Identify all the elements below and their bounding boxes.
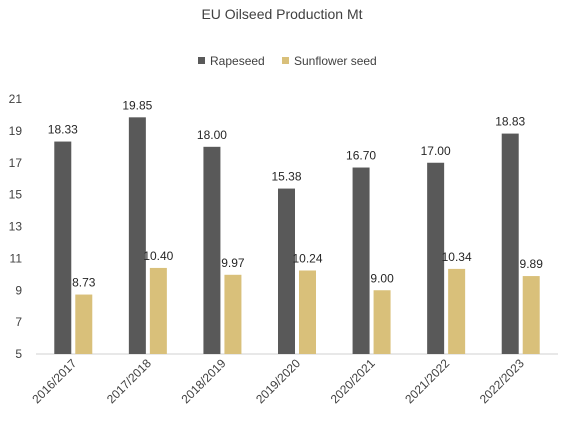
x-tick-label: 2019/2020 <box>253 356 303 406</box>
bar-rapeseed <box>128 117 146 354</box>
bar-rapeseed <box>54 141 72 354</box>
bar-sunflower-seed <box>224 274 242 354</box>
y-tick-label: 13 <box>9 220 23 234</box>
chart-title: EU Oilseed Production Mt <box>201 6 362 22</box>
data-label: 9.97 <box>221 256 245 270</box>
legend: Rapeseed Sunflower seed <box>198 54 377 68</box>
data-label: 9.00 <box>370 271 394 285</box>
data-label: 10.40 <box>143 249 173 263</box>
data-label: 10.34 <box>442 250 472 264</box>
y-tick-label: 5 <box>15 347 22 361</box>
y-tick-label: 17 <box>9 156 23 170</box>
y-tick-label: 11 <box>10 251 23 265</box>
bar-sunflower-seed <box>522 276 540 354</box>
y-tick-label: 9 <box>15 283 22 297</box>
x-axis: 2016/2017 2017/2018 2018/2019 2019/2020 2020… <box>29 356 527 406</box>
x-tick-label: 2020/2021 <box>328 356 378 406</box>
bar-sunflower-seed <box>299 270 316 354</box>
bar-rapeseed <box>203 146 221 354</box>
y-tick-label: 7 <box>15 315 22 329</box>
bar-sunflower-seed <box>149 267 167 354</box>
x-tick-label: 2022/2023 <box>477 356 527 406</box>
bar-rapeseed <box>278 188 295 354</box>
data-label: 17.00 <box>421 144 451 158</box>
data-label: 18.33 <box>48 123 78 137</box>
x-tick-label: 2017/2018 <box>104 356 154 406</box>
legend-swatch-rapeseed <box>198 57 205 64</box>
data-label: 8.73 <box>72 276 96 290</box>
data-label: 19.85 <box>122 98 152 112</box>
bar-sunflower-seed <box>75 294 93 354</box>
legend-swatch-sunflower <box>282 57 289 64</box>
bar-rapeseed <box>427 162 445 354</box>
data-label: 9.89 <box>520 257 544 271</box>
legend-label-rapeseed: Rapeseed <box>210 54 265 68</box>
bar-sunflower-seed <box>373 290 391 354</box>
data-label: 15.38 <box>271 170 301 184</box>
y-axis: 5 7 9 11 13 15 17 19 21 <box>9 92 23 361</box>
data-label: 18.00 <box>197 128 227 142</box>
x-tick-label: 2018/2019 <box>179 356 229 406</box>
data-label: 18.83 <box>495 115 525 129</box>
x-tick-label: 2021/2022 <box>402 356 452 406</box>
x-tick-label: 2016/2017 <box>29 356 79 406</box>
y-tick-label: 21 <box>9 92 23 106</box>
legend-label-sunflower: Sunflower seed <box>294 54 377 68</box>
bar-rapeseed <box>352 167 370 354</box>
data-label: 16.70 <box>346 149 376 163</box>
y-tick-label: 19 <box>9 124 23 138</box>
bar-rapeseed <box>501 133 519 354</box>
data-labels: 18.33 8.73 19.85 10.40 18.00 9.97 15.38 10.24 16… <box>48 98 543 289</box>
y-tick-label: 15 <box>9 188 23 202</box>
bars <box>54 117 540 354</box>
data-label: 10.24 <box>292 251 322 265</box>
bar-sunflower-seed <box>448 268 466 354</box>
